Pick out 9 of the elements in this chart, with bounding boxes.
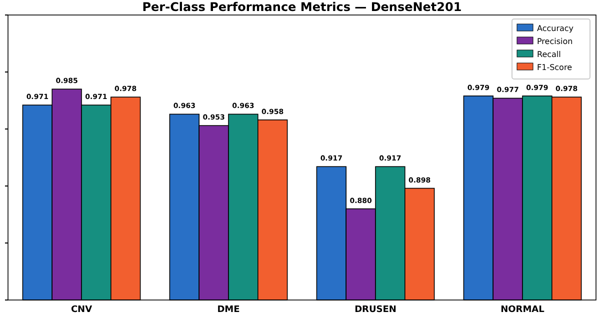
legend-label: Recall (537, 50, 561, 59)
x-tick-label: DRUSEN (354, 305, 396, 315)
legend-label: F1-Score (537, 63, 572, 72)
legend-label: Precision (537, 37, 573, 46)
x-tick-label: CNV (70, 305, 92, 315)
x-tick-label: DME (217, 305, 240, 315)
x-tick-label: NORMAL (500, 305, 545, 315)
legend-label: Accuracy (537, 24, 574, 33)
chart-title: Per-Class Performance Metrics — DenseNet201 (142, 0, 462, 14)
